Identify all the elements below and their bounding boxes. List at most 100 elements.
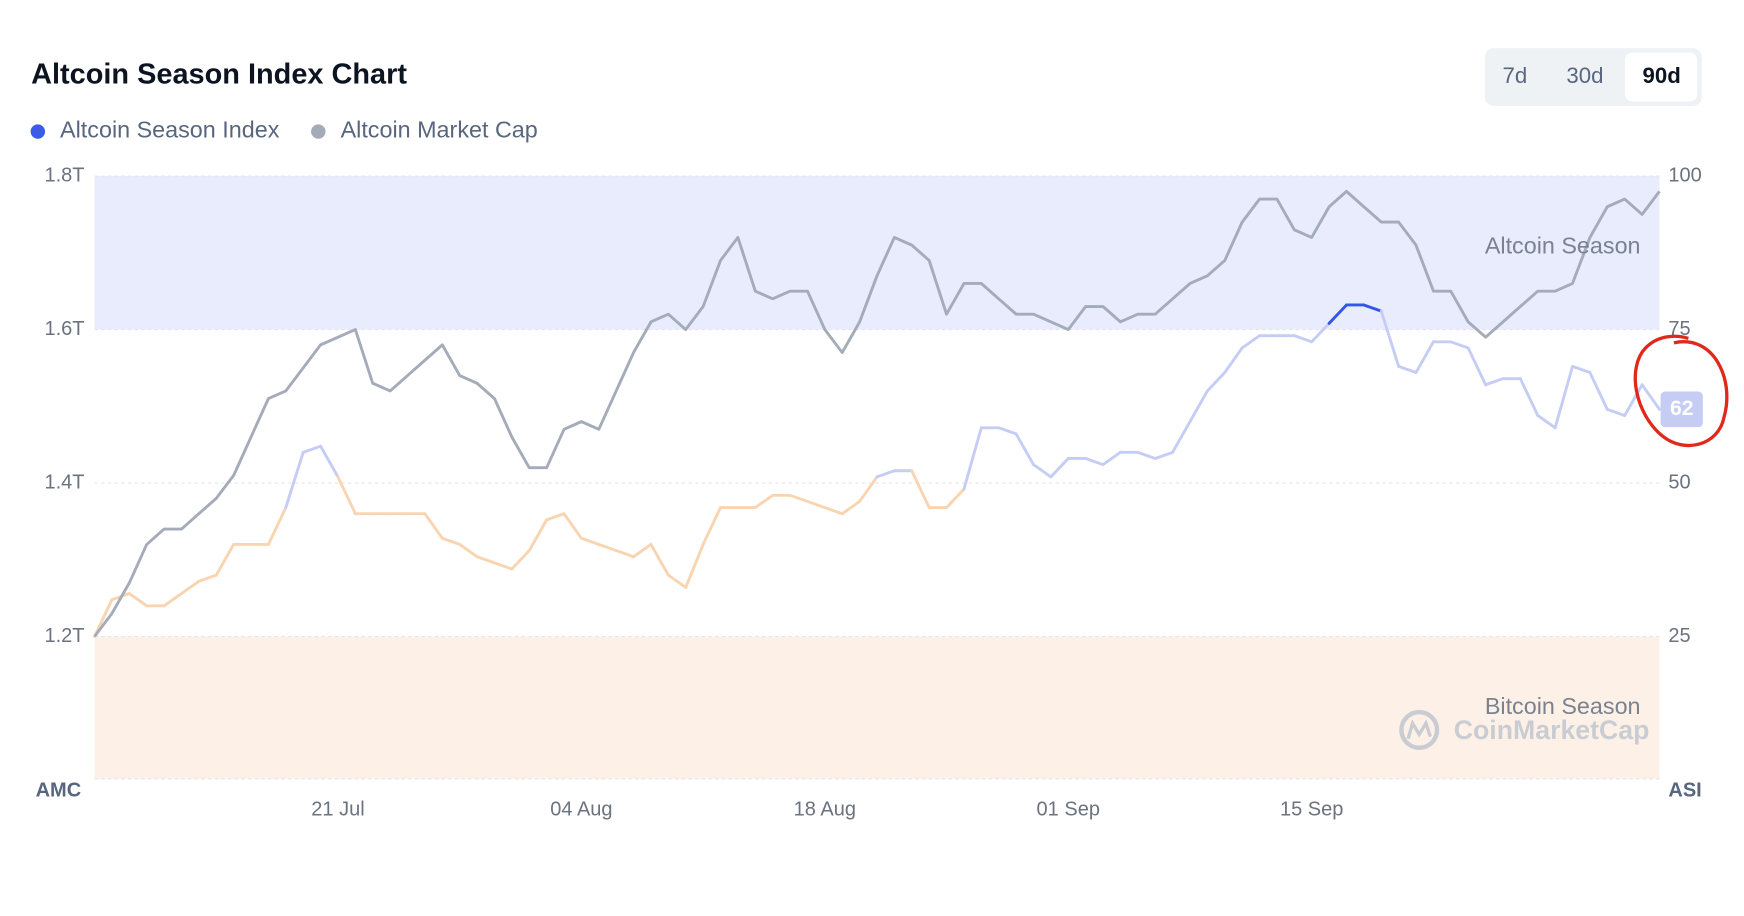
x-tick-label: 01 Sep bbox=[1037, 798, 1100, 820]
index-line-segment bbox=[945, 487, 966, 510]
index-line-segment bbox=[475, 555, 496, 565]
index-line-segment bbox=[1014, 432, 1035, 467]
watermark: CoinMarketCap bbox=[1454, 715, 1650, 745]
index-line-segment bbox=[701, 506, 722, 546]
index-line-segment bbox=[632, 542, 653, 559]
legend-marker bbox=[311, 124, 326, 139]
hand-drawn-circle bbox=[1633, 334, 1729, 448]
index-line-segment bbox=[1362, 303, 1383, 313]
index-line-segment bbox=[1466, 346, 1488, 387]
index-line-segment bbox=[1153, 450, 1175, 460]
index-line-segment bbox=[1536, 414, 1557, 430]
index-line-segment bbox=[319, 444, 340, 479]
range-controls: 7d 30d 90d bbox=[1503, 52, 1698, 102]
y-tick-label: 1.8T bbox=[44, 164, 84, 186]
index-line-segment bbox=[1484, 377, 1505, 387]
index-line-segment bbox=[440, 536, 462, 546]
index-line-segment bbox=[458, 542, 479, 559]
index-line-segment bbox=[1414, 340, 1435, 374]
y-tick-label: 1.4T bbox=[44, 471, 84, 493]
index-line-segment bbox=[684, 542, 705, 589]
index-line-segment bbox=[1553, 364, 1574, 430]
band-label: Altcoin Season bbox=[1485, 232, 1641, 258]
current-value-badge bbox=[1660, 391, 1703, 428]
index-line-segment bbox=[1571, 364, 1592, 374]
y2-tick-label: 50 bbox=[1668, 471, 1690, 493]
index-line-segment bbox=[788, 493, 809, 503]
index-line-segment bbox=[284, 450, 305, 510]
index-line-segment bbox=[527, 518, 549, 553]
index-line-segment bbox=[649, 542, 670, 577]
index-line-segment bbox=[162, 592, 183, 608]
index-line-segment bbox=[1240, 334, 1261, 350]
index-line-segment bbox=[197, 573, 218, 583]
index-line-segment bbox=[666, 573, 688, 589]
y2-tick-label: 100 bbox=[1668, 164, 1701, 186]
index-line-segment bbox=[1223, 346, 1244, 374]
x-tick-label: 21 Jul bbox=[311, 798, 364, 820]
y2-tick-label: 25 bbox=[1668, 625, 1690, 647]
market-cap-line bbox=[93, 189, 1661, 638]
index-line-segment bbox=[1327, 303, 1348, 325]
y2-axis-label: ASI bbox=[1668, 779, 1701, 801]
grid bbox=[94, 175, 1660, 638]
index-line-segment bbox=[1397, 364, 1418, 374]
x-tick-label: 04 Aug bbox=[550, 798, 612, 820]
watermark-logo bbox=[1399, 709, 1440, 750]
legend-marker bbox=[30, 124, 46, 139]
index-line-segment bbox=[266, 506, 288, 546]
index-line-segment bbox=[423, 512, 444, 540]
index-line-segment bbox=[1188, 389, 1209, 424]
index-line-segment bbox=[301, 444, 323, 454]
labels: Altcoin Season Bitcoin Season 1.2T 1.4T 1.6T… bbox=[44, 164, 1701, 820]
index-line-segment bbox=[1084, 457, 1105, 467]
legend-label: Altcoin Market Cap bbox=[341, 117, 538, 143]
index-line-segment bbox=[614, 549, 636, 559]
index-line-segment bbox=[1518, 377, 1540, 417]
y-axis-label: AMC bbox=[36, 779, 82, 801]
index-line-segment bbox=[493, 561, 514, 571]
index-line-segment bbox=[579, 536, 601, 546]
index-line-segment bbox=[1588, 371, 1609, 411]
bands bbox=[94, 176, 1660, 779]
legend-label: Altcoin Season Index bbox=[60, 117, 280, 143]
index-line-segment bbox=[962, 426, 983, 491]
index-line-segment bbox=[997, 426, 1018, 436]
index-line-segment bbox=[510, 549, 531, 571]
index-line-segment bbox=[597, 542, 618, 553]
range-button[interactable]: 7d bbox=[1503, 63, 1528, 88]
index-line-segment bbox=[1449, 340, 1470, 350]
season-band bbox=[94, 636, 1660, 779]
index-line-segment bbox=[840, 499, 862, 516]
range-button-active bbox=[1624, 52, 1698, 102]
index-line-segment bbox=[1136, 450, 1157, 460]
legend: Altcoin Season Index Altcoin Market Cap bbox=[30, 117, 538, 143]
index-line-segment bbox=[1640, 383, 1661, 411]
y-tick-label: 1.6T bbox=[44, 318, 84, 340]
index-line-segment bbox=[753, 493, 775, 510]
index-line-segment bbox=[1292, 334, 1314, 344]
index-line-segment bbox=[1310, 321, 1331, 344]
index-line-segment bbox=[1101, 450, 1122, 467]
index-line-segment bbox=[806, 499, 827, 510]
x-tick-label: 15 Sep bbox=[1280, 798, 1343, 820]
index-line-segment bbox=[910, 469, 931, 510]
index-line-segment bbox=[1605, 407, 1627, 417]
y-tick-label: 1.2T bbox=[44, 625, 84, 647]
index-line-segment bbox=[858, 475, 879, 503]
index-line-segment bbox=[1205, 371, 1227, 393]
range-button[interactable]: 90d bbox=[1643, 63, 1681, 88]
season-band bbox=[94, 176, 1660, 330]
index-line-segment bbox=[180, 579, 201, 595]
index-line-segment bbox=[545, 512, 566, 522]
range-button[interactable]: 30d bbox=[1566, 63, 1603, 88]
current-value-label: 62 bbox=[1670, 397, 1693, 420]
index-line-segment bbox=[875, 469, 896, 479]
band-label: Bitcoin Season bbox=[1485, 693, 1641, 719]
index-line-segment bbox=[214, 542, 236, 577]
index-line-segment bbox=[336, 475, 357, 516]
y2-tick-label: 75 bbox=[1668, 318, 1690, 340]
index-line-segment bbox=[1379, 309, 1401, 368]
